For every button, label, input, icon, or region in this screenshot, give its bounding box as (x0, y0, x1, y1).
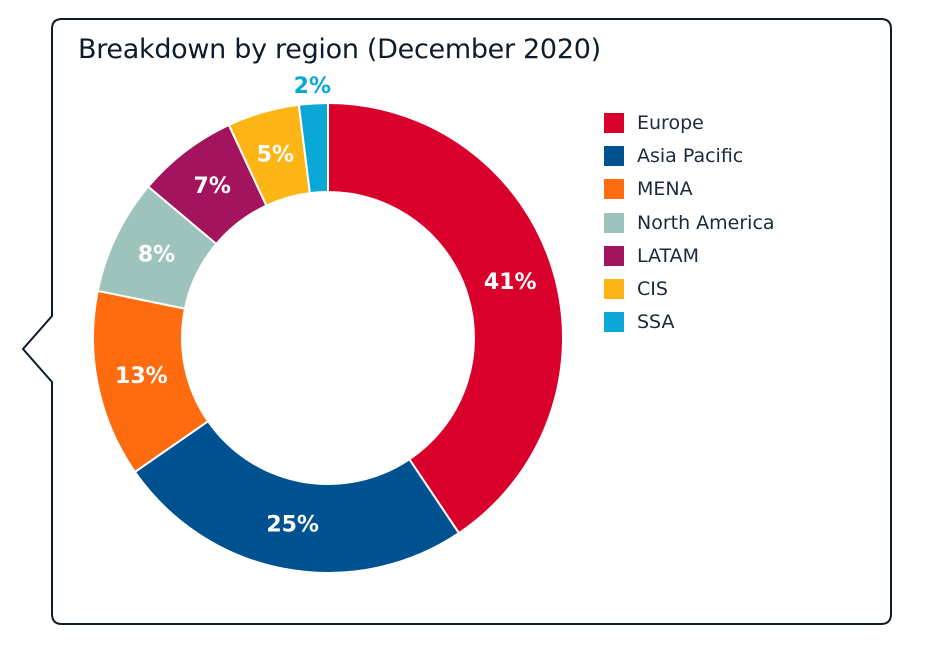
legend-label: North America (637, 211, 775, 234)
slice-label-cis: 5% (257, 142, 294, 167)
slice-asia-pacific (133, 419, 461, 574)
legend-label: CIS (637, 278, 668, 301)
legend-swatch (604, 245, 624, 266)
legend-swatch (604, 279, 624, 300)
legend-swatch (604, 312, 624, 333)
donut-slices (92, 101, 564, 574)
legend-swatch (604, 145, 624, 166)
legend-item-cis: CIS (604, 272, 775, 305)
slice-label-north-america: 8% (138, 242, 175, 267)
legend-label: LATAM (637, 244, 700, 267)
legend-label: Asia Pacific (637, 144, 744, 167)
slice-label-asia-pacific: 25% (266, 513, 319, 538)
legend-label: SSA (637, 311, 675, 334)
slice-label-latam: 7% (194, 174, 231, 199)
chart-title: Breakdown by region (December 2020) (78, 34, 601, 65)
legend-label: MENA (637, 178, 693, 201)
legend-item-mena: MENA (604, 173, 775, 206)
legend-swatch (604, 179, 624, 200)
slice-label-mena: 13% (115, 364, 168, 389)
legend-item-ssa: SSA (604, 306, 775, 339)
legend-swatch (604, 212, 624, 233)
slice-labels: 41% 25% 13% 8% 7% 5% 2% (115, 74, 537, 538)
legend-item-europe: Europe (604, 106, 775, 139)
legend-item-north-america: North America (604, 206, 775, 239)
slice-label-ssa: 2% (294, 74, 331, 99)
legend: Europe Asia Pacific MENA North America LATAM… (604, 106, 775, 339)
legend-label: Europe (637, 111, 704, 134)
slice-label-europe: 41% (484, 270, 537, 295)
legend-swatch (604, 112, 624, 133)
slice-europe (327, 101, 564, 535)
slice-ssa (297, 101, 329, 195)
legend-item-latam: LATAM (604, 239, 775, 272)
legend-item-asia-pacific: Asia Pacific (604, 139, 775, 172)
